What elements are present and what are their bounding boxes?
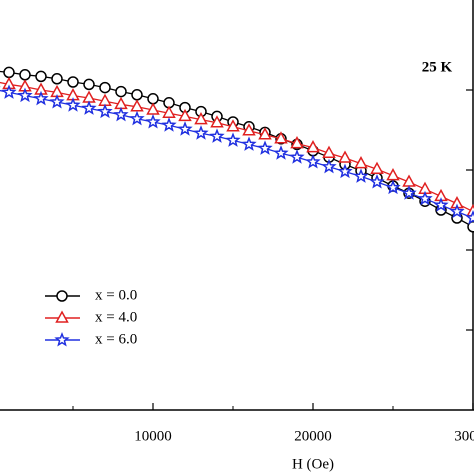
data-point: [354, 156, 368, 169]
data-point: [1, 84, 17, 99]
data-point: [305, 153, 321, 169]
legend-label: x = 0.0: [95, 287, 137, 303]
data-point: [129, 110, 145, 126]
data-point: [467, 221, 474, 233]
data-point: [449, 203, 465, 219]
data-point: [17, 87, 33, 103]
data-point: [242, 123, 256, 136]
series-line: [0, 81, 474, 213]
data-point: [338, 150, 352, 163]
data-point: [51, 73, 63, 85]
x-tick-label: 30000: [454, 428, 474, 444]
data-point: [3, 66, 15, 79]
data-point: [274, 131, 288, 144]
data-point: [19, 69, 31, 81]
data-point: [353, 168, 369, 183]
data-point: [401, 185, 417, 200]
data-point: [241, 136, 257, 151]
data-point: [465, 209, 474, 225]
data-point: [289, 149, 305, 164]
data-point: [35, 70, 47, 83]
legend-marker: [56, 290, 68, 302]
data-point: [113, 106, 129, 122]
data-point: [99, 81, 111, 94]
data-point: [193, 125, 209, 140]
data-point: [417, 190, 433, 206]
legend-marker: [54, 331, 70, 347]
annotation: 25 K: [422, 59, 453, 75]
data-point: [433, 197, 449, 212]
data-point: [337, 163, 353, 179]
x-tick-label: 20000: [294, 428, 332, 444]
data-point: [370, 161, 384, 174]
data-point: [257, 140, 273, 155]
data-point: [210, 115, 224, 128]
data-point: [131, 89, 143, 101]
data-point: [145, 113, 161, 129]
data-point: [147, 93, 159, 105]
data-point: [322, 145, 336, 158]
data-point: [81, 100, 97, 115]
data-point: [194, 112, 208, 125]
data-point: [226, 119, 240, 132]
data-point: [258, 127, 272, 140]
data-point: [209, 128, 225, 143]
data-point: [306, 140, 320, 153]
data-point: [67, 76, 79, 88]
legend-label: x = 4.0: [95, 309, 137, 325]
x-axis-label: H (Oe): [292, 456, 334, 472]
data-point: [49, 93, 65, 109]
data-point: [225, 132, 241, 147]
x-tick-label: 10000: [134, 428, 172, 444]
data-point: [273, 145, 289, 160]
data-point: [97, 103, 113, 119]
data-point: [33, 90, 49, 106]
data-point: [178, 108, 192, 122]
data-point: [161, 117, 177, 132]
data-point: [290, 136, 304, 149]
data-point: [65, 97, 81, 112]
data-point: [321, 158, 337, 174]
legend-marker: [55, 310, 69, 323]
data-point: [115, 85, 127, 98]
data-point: [369, 173, 385, 189]
legend-label: x = 6.0: [95, 331, 137, 347]
data-point: [177, 121, 193, 136]
data-point: [83, 78, 95, 91]
data-point: [385, 179, 401, 195]
